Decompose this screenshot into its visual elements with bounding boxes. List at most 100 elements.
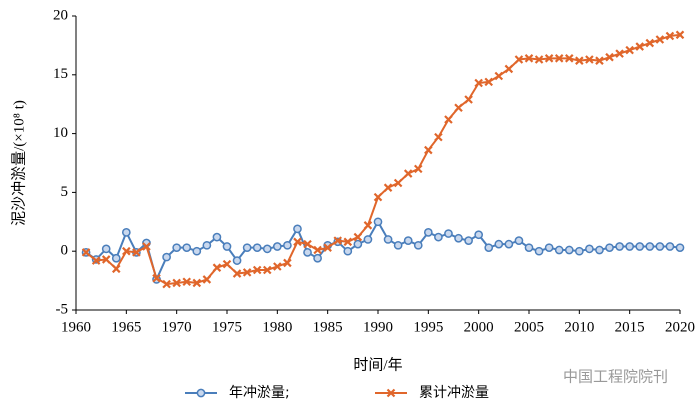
point: [182, 243, 192, 253]
point: [645, 38, 655, 48]
point: [242, 243, 252, 253]
point: [665, 31, 675, 41]
x-tick-label: 1990: [363, 319, 393, 335]
legend-marker: [196, 388, 206, 398]
point: [474, 230, 484, 240]
point: [343, 237, 353, 247]
point: [665, 242, 675, 251]
point: [353, 232, 363, 242]
point: [162, 252, 171, 262]
point: [645, 242, 655, 251]
point: [635, 42, 645, 51]
point: [323, 243, 332, 252]
point: [202, 240, 212, 250]
point: [474, 78, 483, 88]
point: [91, 256, 101, 265]
point: [625, 45, 634, 55]
point: [162, 279, 171, 289]
x-tick-label: 1995: [413, 319, 443, 335]
point: [595, 56, 604, 65]
point: [353, 239, 363, 249]
point: [272, 242, 282, 251]
point: [101, 244, 111, 254]
point: [252, 265, 262, 275]
point: [142, 242, 151, 251]
y-axis-title: 泥沙冲淤量/(×10⁸ t): [10, 100, 27, 226]
point: [444, 229, 453, 238]
x-tick-label: 1980: [262, 319, 292, 335]
point: [293, 237, 302, 247]
point: [494, 239, 504, 249]
point: [423, 228, 433, 237]
point: [152, 273, 161, 283]
x-tick-label: 2020: [665, 319, 695, 335]
x-tick-label: 1985: [313, 319, 343, 335]
point: [232, 269, 242, 278]
point: [413, 164, 423, 174]
x-tick-label: 2000: [464, 319, 494, 335]
point: [605, 52, 614, 62]
point: [625, 242, 635, 251]
point: [122, 246, 131, 256]
point: [464, 236, 473, 245]
y-tick-label: 20: [53, 7, 68, 23]
point: [504, 239, 514, 249]
point: [393, 178, 403, 188]
point: [393, 240, 403, 250]
point: [363, 221, 373, 230]
point: [293, 224, 302, 234]
point: [615, 242, 624, 251]
point: [252, 243, 262, 253]
point: [111, 264, 121, 274]
point: [554, 54, 564, 63]
point: [424, 145, 433, 155]
point: [585, 55, 594, 64]
point: [554, 245, 564, 255]
point: [575, 56, 584, 65]
x-tick-label: 1970: [162, 319, 192, 335]
x-tick-label: 2015: [615, 319, 645, 335]
point: [484, 77, 494, 87]
point: [262, 265, 272, 275]
point: [192, 278, 202, 288]
y-tick-label: 0: [61, 243, 69, 259]
y-tick-label: 5: [61, 184, 69, 200]
point: [343, 246, 353, 256]
point: [283, 240, 292, 250]
point: [574, 246, 584, 256]
point: [454, 233, 463, 243]
point: [262, 244, 272, 254]
point: [534, 55, 544, 64]
point: [413, 240, 423, 250]
point: [283, 258, 292, 268]
point: [313, 245, 322, 255]
point: [615, 49, 624, 58]
point: [212, 232, 222, 242]
point: [222, 259, 232, 269]
point: [333, 236, 343, 245]
y-tick-label: -5: [56, 301, 69, 317]
point: [192, 246, 202, 256]
point: [121, 228, 131, 237]
point: [81, 248, 91, 257]
point: [585, 244, 594, 254]
y-tick-label: 10: [53, 125, 68, 141]
point: [484, 243, 494, 253]
point: [494, 71, 504, 81]
x-axis-title: 时间/年: [353, 356, 402, 373]
point: [273, 262, 282, 271]
point: [524, 54, 534, 63]
point: [212, 263, 222, 272]
point: [675, 30, 685, 40]
point: [434, 232, 443, 242]
point: [363, 235, 373, 244]
point: [544, 243, 554, 253]
x-tick-label: 1975: [212, 319, 242, 335]
point: [434, 132, 443, 142]
point: [172, 243, 182, 253]
point: [373, 217, 383, 227]
point: [303, 248, 312, 257]
point: [383, 235, 393, 244]
legend-label: 年冲淤量;: [229, 385, 290, 401]
point: [313, 253, 322, 263]
